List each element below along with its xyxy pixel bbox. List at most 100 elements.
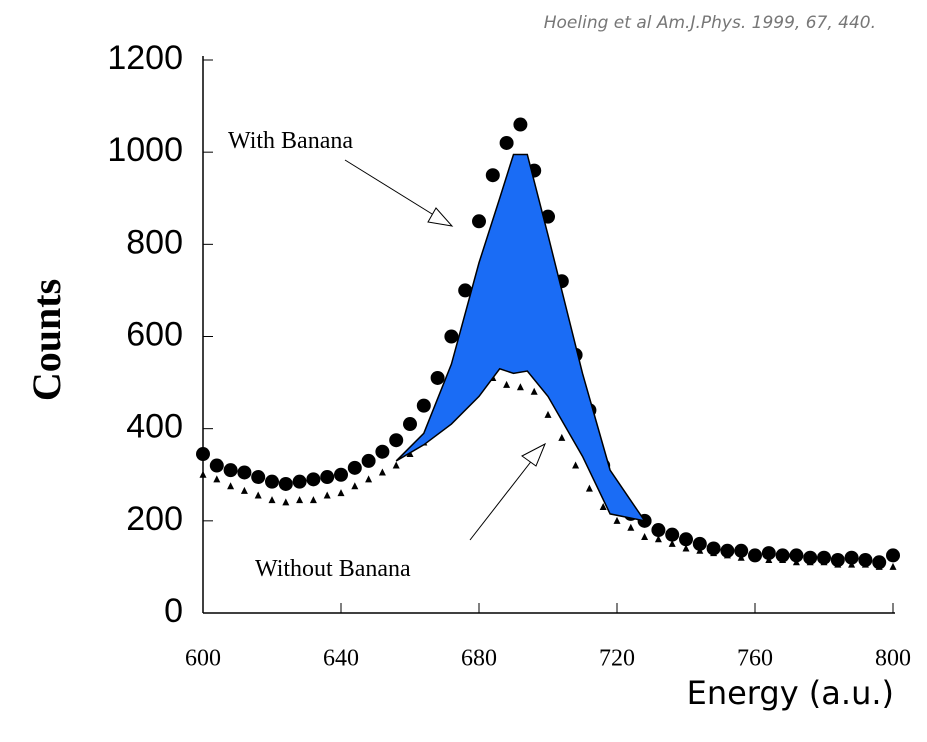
data-point	[265, 474, 279, 489]
data-point	[278, 476, 293, 491]
arrow-head	[427, 207, 454, 227]
x-tick-label: 800	[875, 646, 911, 672]
data-point	[544, 410, 552, 418]
data-point	[558, 433, 566, 441]
data-point	[282, 498, 290, 506]
data-point	[254, 491, 262, 499]
data-point	[889, 562, 897, 570]
data-point	[458, 283, 473, 298]
data-point	[444, 329, 459, 344]
data-point	[361, 453, 376, 468]
citation: Hoeling et al Am.J.Phys. 1999, 67, 440.	[544, 13, 876, 33]
data-point	[692, 536, 707, 551]
data-point	[775, 548, 790, 563]
data-point	[209, 458, 224, 473]
data-point	[227, 482, 235, 490]
data-point	[668, 539, 676, 547]
data-point	[844, 550, 859, 565]
x-tick-label: 720	[599, 646, 635, 672]
x-tick-label: 680	[461, 646, 497, 672]
data-point	[830, 553, 845, 568]
data-point	[751, 553, 759, 561]
data-point	[848, 560, 856, 568]
annotation: With Banana	[228, 128, 353, 154]
data-point	[309, 496, 317, 504]
data-point	[599, 503, 607, 511]
data-point	[886, 548, 900, 563]
data-point	[665, 527, 680, 542]
data-point	[792, 558, 800, 566]
data-point	[389, 433, 404, 448]
y-axis-label: Counts	[24, 279, 69, 401]
data-point	[351, 482, 359, 490]
x-tick-label: 640	[323, 646, 359, 672]
data-point	[347, 460, 362, 475]
data-point	[268, 496, 276, 504]
data-point	[817, 550, 831, 565]
data-point	[323, 491, 331, 499]
x-tick-label: 760	[737, 646, 773, 672]
y-tick-label: 600	[126, 315, 183, 353]
plot-area	[196, 117, 900, 570]
data-point	[320, 470, 335, 485]
annotation: Without Banana	[255, 556, 411, 582]
data-point	[737, 553, 745, 561]
data-point	[296, 496, 304, 504]
data-point	[199, 470, 207, 478]
data-point	[834, 560, 842, 568]
arrow-head	[521, 442, 546, 467]
y-tick-label: 200	[126, 500, 183, 538]
data-point	[682, 544, 690, 552]
data-point	[334, 467, 348, 482]
data-point	[803, 550, 818, 565]
data-point	[513, 117, 528, 132]
data-point	[337, 489, 345, 497]
data-point	[613, 516, 621, 524]
x-tick-label: 600	[185, 646, 221, 672]
data-point	[223, 463, 238, 478]
data-point	[820, 558, 828, 566]
data-point	[430, 370, 445, 385]
data-point	[641, 532, 649, 540]
data-point	[872, 555, 887, 570]
data-point	[654, 535, 662, 543]
data-point	[720, 543, 735, 558]
data-point	[710, 549, 718, 557]
data-point	[306, 472, 321, 487]
data-point	[706, 541, 721, 556]
y-tick-label: 0	[164, 592, 183, 630]
data-point	[392, 461, 400, 469]
data-point	[572, 461, 580, 469]
data-point	[251, 470, 266, 485]
data-point	[765, 556, 773, 564]
arrow	[344, 159, 446, 223]
band-area	[395, 153, 647, 522]
data-point	[378, 468, 386, 476]
data-point	[213, 475, 221, 483]
data-point	[292, 474, 307, 489]
data-point	[679, 532, 693, 547]
data-point	[485, 168, 500, 183]
data-point	[530, 387, 538, 395]
data-point	[237, 465, 252, 480]
data-point	[516, 383, 524, 391]
data-point	[240, 486, 248, 494]
data-point	[875, 562, 883, 570]
data-point	[585, 484, 593, 492]
y-tick-label: 1000	[107, 131, 183, 169]
data-point	[761, 546, 776, 561]
data-point	[779, 556, 787, 564]
data-point	[806, 558, 814, 566]
data-point	[365, 475, 373, 483]
data-point	[196, 447, 210, 462]
arrow	[469, 449, 541, 541]
data-point	[403, 417, 417, 432]
data-point	[472, 214, 486, 229]
data-point	[499, 135, 514, 150]
y-tick-label: 800	[126, 223, 183, 261]
data-point	[858, 553, 873, 568]
x-axis-label: Energy (a.u.)	[687, 674, 894, 712]
data-point	[696, 546, 704, 554]
data-point	[416, 398, 431, 413]
